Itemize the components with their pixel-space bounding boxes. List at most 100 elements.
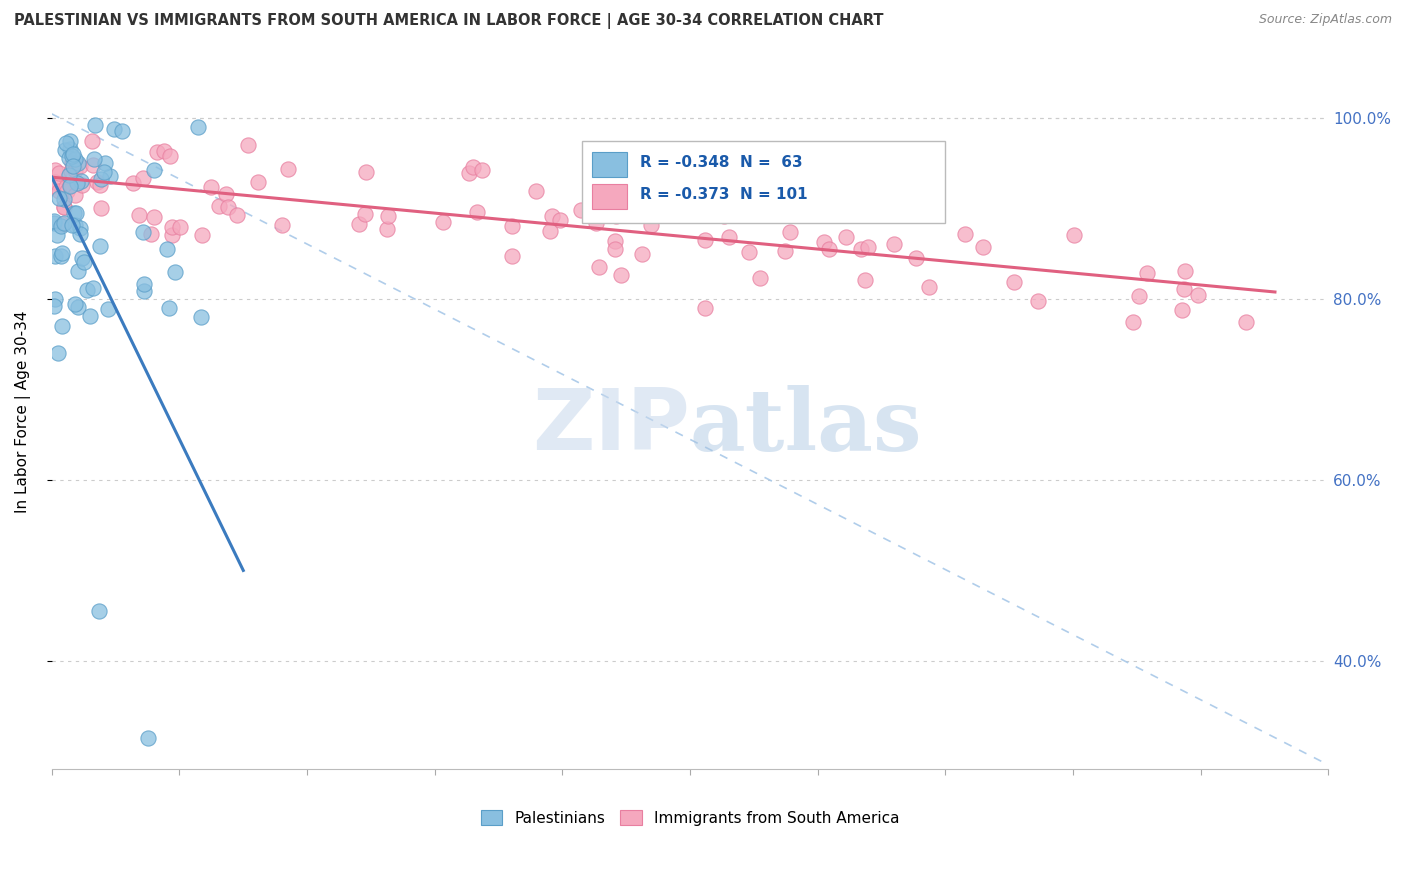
Point xyxy=(953,227,976,241)
Point xyxy=(858,240,880,254)
Point xyxy=(540,209,562,223)
Point xyxy=(69,227,91,241)
Point xyxy=(375,222,398,236)
Point xyxy=(59,134,82,148)
Point xyxy=(349,217,371,231)
Point xyxy=(1128,289,1150,303)
Point xyxy=(187,120,209,135)
Point xyxy=(1170,303,1192,318)
Point xyxy=(354,207,377,221)
Text: R = -0.348  N =  63: R = -0.348 N = 63 xyxy=(640,155,803,169)
Point xyxy=(55,180,77,194)
Point xyxy=(538,224,561,238)
Point xyxy=(156,242,179,256)
Point xyxy=(44,216,66,230)
Point xyxy=(52,200,75,214)
Point xyxy=(82,281,104,295)
Point xyxy=(53,143,76,157)
Point xyxy=(48,191,70,205)
Point xyxy=(502,219,524,233)
Point xyxy=(67,263,90,277)
FancyBboxPatch shape xyxy=(592,152,627,178)
Point xyxy=(817,242,839,256)
Point xyxy=(132,284,155,298)
Point xyxy=(42,299,65,313)
Point xyxy=(48,185,70,199)
FancyBboxPatch shape xyxy=(592,184,627,210)
Point xyxy=(94,156,117,170)
Point xyxy=(713,209,735,223)
Point xyxy=(904,251,927,265)
Legend: Palestinians, Immigrants from South America: Palestinians, Immigrants from South Amer… xyxy=(481,811,900,826)
Point xyxy=(70,178,93,192)
Point xyxy=(70,174,93,188)
Point xyxy=(136,731,159,745)
Point xyxy=(58,179,80,194)
Point xyxy=(247,175,270,189)
Point xyxy=(190,310,212,325)
Point xyxy=(63,187,86,202)
Point xyxy=(49,249,72,263)
Point xyxy=(84,119,107,133)
Point xyxy=(501,249,523,263)
Point xyxy=(695,301,717,315)
Point xyxy=(548,213,571,227)
Point xyxy=(165,265,187,279)
Point xyxy=(146,145,169,159)
Point xyxy=(526,184,548,198)
Point xyxy=(97,302,120,317)
Point xyxy=(58,168,80,182)
Point xyxy=(605,209,627,223)
Y-axis label: In Labor Force | Age 30-34: In Labor Force | Age 30-34 xyxy=(15,311,31,514)
Point xyxy=(66,155,89,169)
Point xyxy=(904,202,927,217)
Point xyxy=(1173,282,1195,296)
Point xyxy=(749,271,772,285)
Point xyxy=(66,176,89,190)
Point xyxy=(1136,266,1159,280)
Point xyxy=(132,170,155,185)
Point xyxy=(1234,315,1257,329)
Point xyxy=(169,219,191,234)
Point xyxy=(633,196,655,211)
Point xyxy=(90,172,112,186)
Point xyxy=(42,213,65,227)
Point xyxy=(162,220,184,235)
Point xyxy=(89,239,111,253)
Point xyxy=(143,210,166,224)
Point xyxy=(44,162,66,177)
Point xyxy=(1063,227,1085,242)
Point xyxy=(603,234,626,248)
Point xyxy=(60,148,83,162)
Text: atlas: atlas xyxy=(690,384,922,468)
Point xyxy=(46,227,69,242)
Point xyxy=(132,277,155,292)
Point xyxy=(51,245,73,260)
Point xyxy=(80,134,103,148)
Point xyxy=(86,175,108,189)
Point xyxy=(718,229,741,244)
Point xyxy=(432,215,454,229)
Point xyxy=(200,180,222,194)
Point xyxy=(605,243,627,257)
Point xyxy=(46,346,69,360)
Text: PALESTINIAN VS IMMIGRANTS FROM SOUTH AMERICA IN LABOR FORCE | AGE 30-34 CORRELAT: PALESTINIAN VS IMMIGRANTS FROM SOUTH AME… xyxy=(14,13,883,29)
Point xyxy=(49,219,72,233)
Point xyxy=(69,159,91,173)
Point xyxy=(972,239,994,253)
Point xyxy=(693,233,716,247)
Point xyxy=(1026,293,1049,308)
Point xyxy=(65,296,87,310)
Point xyxy=(217,200,239,214)
Point xyxy=(1174,264,1197,278)
Point xyxy=(631,247,654,261)
Point xyxy=(48,166,70,180)
Point xyxy=(103,122,125,136)
Point xyxy=(87,604,110,618)
Point xyxy=(55,136,77,150)
Point xyxy=(69,221,91,235)
Point xyxy=(461,161,484,175)
Text: Source: ZipAtlas.com: Source: ZipAtlas.com xyxy=(1258,13,1392,27)
Point xyxy=(63,206,86,220)
Point xyxy=(62,159,84,173)
